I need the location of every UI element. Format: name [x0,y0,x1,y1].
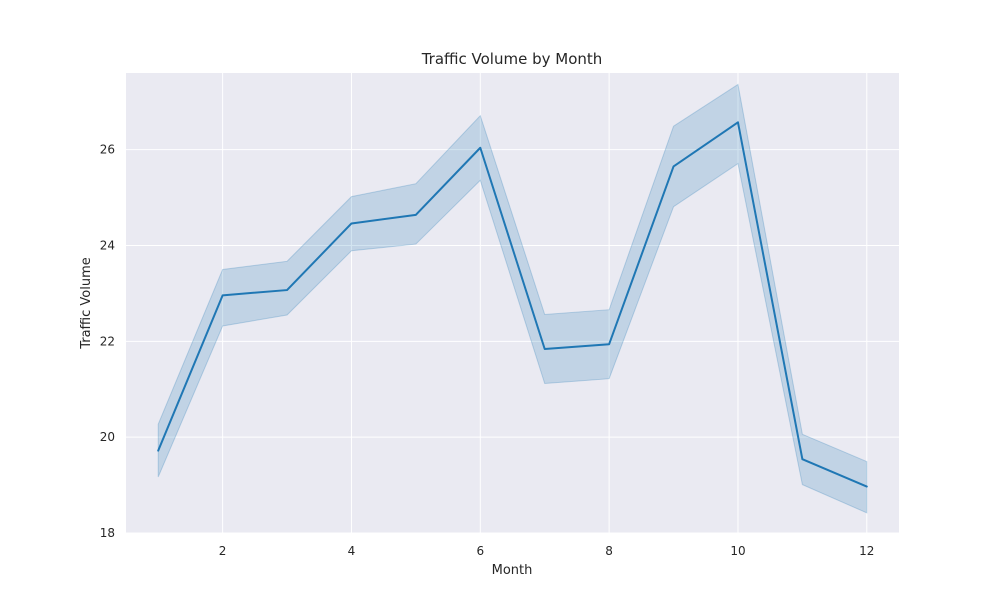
y-axis-label: Traffic Volume [79,257,94,350]
series-line [157,121,868,488]
y-tick-label: 22 [100,334,115,348]
y-tick-label: 20 [100,430,115,444]
series-line-layer [157,121,868,488]
confidence-band-layer [157,83,868,514]
x-tick-label: 2 [219,544,227,558]
x-tick-labels: 2 4 6 8 10 12 [219,544,875,558]
x-tick-label: 10 [730,544,745,558]
y-tick-label: 18 [100,526,115,540]
y-tick-labels: 18 20 22 24 26 [100,143,115,540]
x-tick-label: 12 [859,544,874,558]
x-tick-label: 4 [348,544,356,558]
confidence-band [157,83,868,514]
y-tick-label: 26 [100,143,115,157]
x-axis-label: Month [492,563,533,578]
x-tick-label: 8 [605,544,613,558]
y-tick-label: 24 [100,239,115,253]
x-tick-label: 6 [476,544,484,558]
chart-title: Traffic Volume by Month [421,50,603,68]
